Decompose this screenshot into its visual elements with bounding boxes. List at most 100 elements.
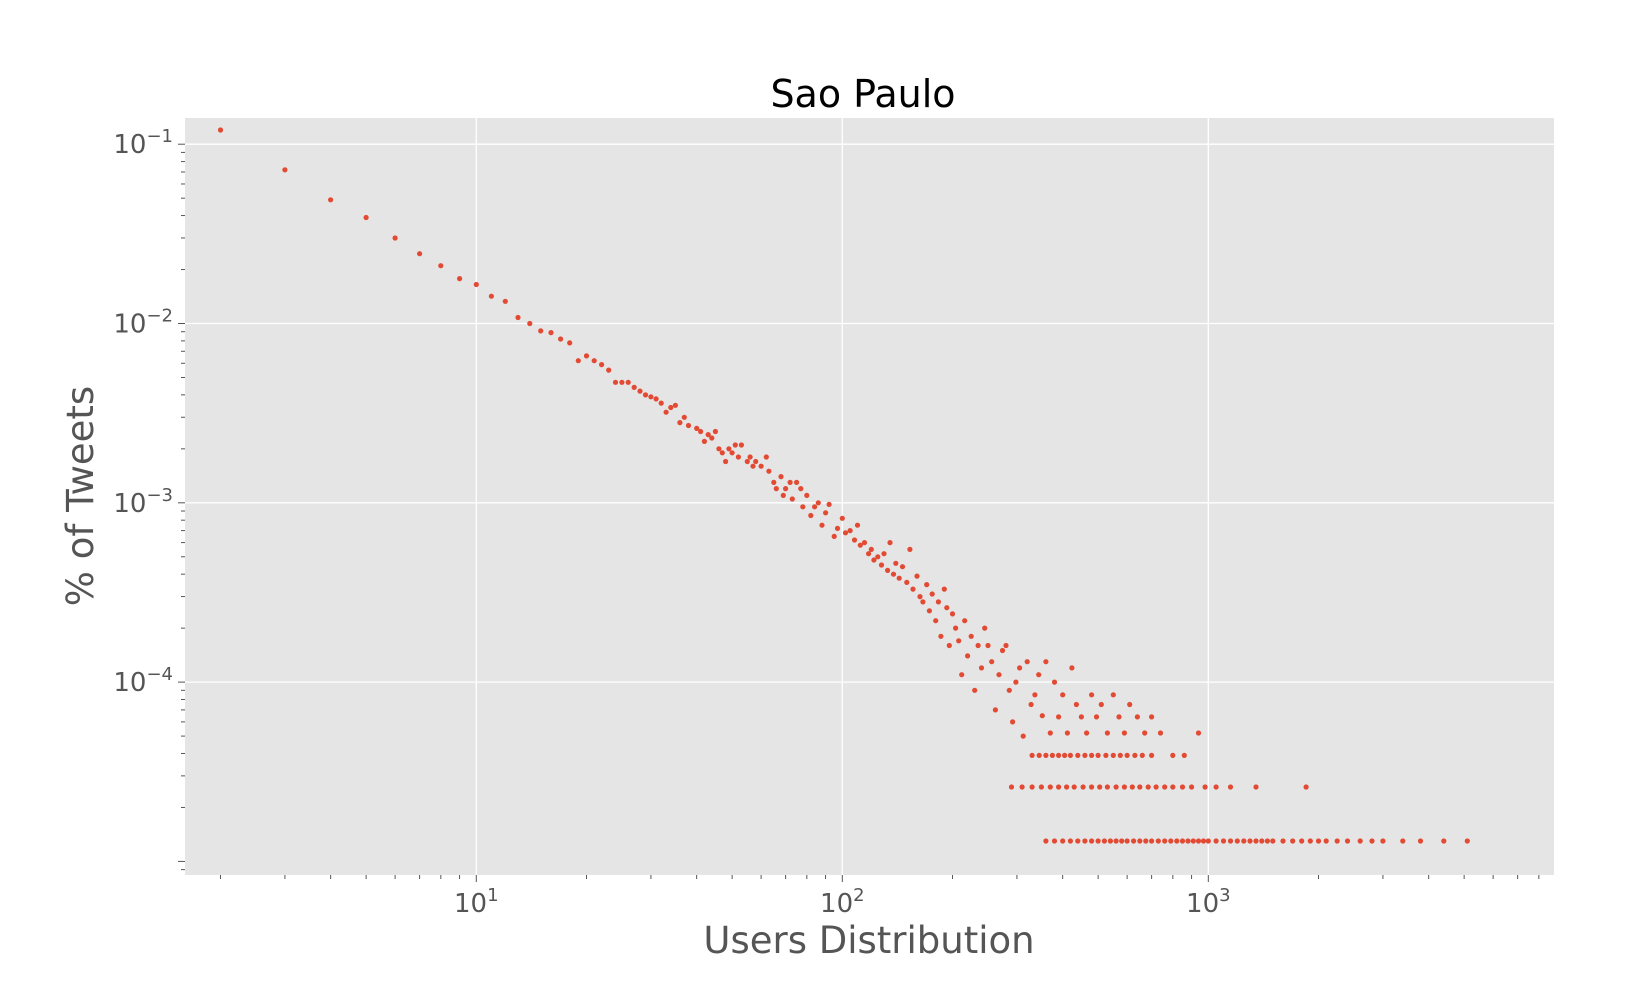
data-point [1075,752,1081,759]
data-point [658,400,664,406]
data-point [956,638,962,644]
data-point [1149,838,1155,844]
data-point [1417,838,1424,844]
data-point [868,546,874,553]
data-point [985,642,991,649]
data-point [1189,784,1195,790]
data-point [1344,838,1351,844]
data-point [705,432,711,438]
data-point [847,528,853,534]
data-point [893,560,899,566]
data-point [1078,714,1084,720]
data-point [753,458,759,465]
data-point [1093,714,1100,720]
data-point [1043,752,1049,759]
data-point [996,672,1002,678]
data-point [941,586,947,592]
grid [185,118,1554,875]
data-point [1043,838,1049,844]
data-point [1107,838,1113,844]
data-point [538,328,544,334]
data-point [677,420,683,426]
data-point [548,330,554,336]
data-point [1315,838,1322,844]
data-point [854,522,861,528]
data-point [217,127,224,133]
data-point [502,298,508,304]
data-point [663,409,669,415]
data-point [1179,784,1186,790]
data-point [583,353,590,359]
data-point [1247,838,1253,844]
data-point [729,450,735,456]
data-point [1095,752,1101,759]
data-point [1104,784,1110,790]
data-point [1253,838,1259,844]
data-point [1032,692,1038,698]
data-point [1013,679,1019,685]
data-point [1181,752,1187,759]
data-point [488,293,494,299]
data-point [515,314,521,321]
data-point [1082,838,1088,844]
data-point [672,402,679,408]
data-point [842,530,849,536]
data-point [1073,701,1079,708]
data-point [808,512,814,519]
data-point [1051,838,1058,844]
data-point [778,474,784,480]
data-point [1069,665,1075,671]
data-point [1039,713,1045,719]
data-point [798,486,804,492]
data-point [1067,838,1073,844]
data-point [723,458,729,465]
data-point [1162,784,1168,790]
data-point [417,251,423,257]
data-point [701,438,708,444]
data-point [771,479,777,485]
data-point [1143,838,1149,844]
data-point [910,586,916,592]
data-point [1259,838,1265,844]
data-point [681,414,687,420]
data-point [935,599,942,605]
data-point [878,562,885,568]
data-point [392,235,398,241]
data-point [907,546,913,553]
data-point [1162,838,1168,844]
data-point [709,435,715,441]
data-point [1024,659,1030,665]
data-point [738,442,745,448]
data-point [685,422,692,429]
data-point [438,263,444,269]
x-tick-label-2: 103 [1186,885,1231,919]
data-point [904,579,910,586]
y-tick-label-0: 10−1 [113,126,173,160]
data-point [747,454,753,460]
data-point [885,567,891,574]
data-point [1153,784,1159,790]
data-point [1357,838,1363,844]
data-point [1380,838,1386,844]
data-point [1134,714,1140,720]
data-point [965,653,971,659]
data-point [800,504,806,510]
data-point [1064,730,1070,736]
data-point [328,197,334,203]
data-point [975,642,981,649]
data-point [1195,838,1202,844]
data-point [978,665,985,671]
data-point [631,384,637,390]
data-point [567,340,573,346]
data-point [668,404,674,411]
data-point [1121,784,1127,790]
data-point [815,500,821,506]
data-point [612,379,619,385]
data-point [929,591,935,597]
data-point [982,625,988,631]
data-point [1253,784,1259,790]
data-point [1089,784,1095,790]
data-point [861,540,868,546]
data-point [1098,701,1104,708]
